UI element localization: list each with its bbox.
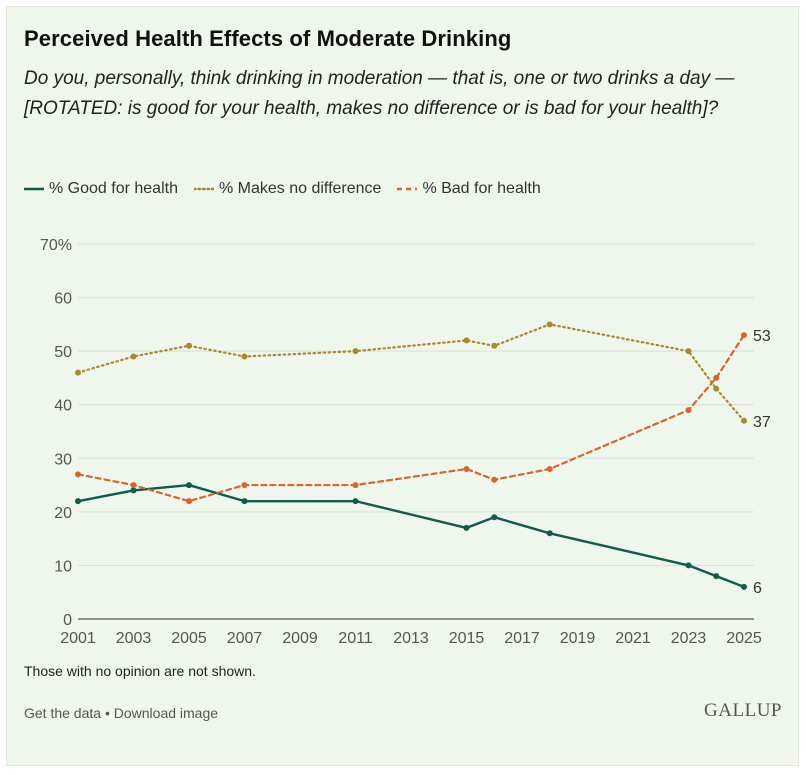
series-line-bad <box>76 333 746 503</box>
data-point-nodiff-2003 <box>130 353 137 360</box>
data-point-good-2011 <box>352 498 359 505</box>
x-tick-label-2011: 2011 <box>338 630 373 647</box>
end-label-bad: 53 <box>753 328 771 345</box>
data-point-bad-2023 <box>685 407 692 414</box>
data-point-bad-2018 <box>546 466 553 472</box>
data-point-good-2005 <box>186 482 192 489</box>
data-point-bad-2015 <box>463 466 470 472</box>
data-point-good-2024 <box>713 573 720 580</box>
x-tick-label-2007: 2007 <box>227 630 263 647</box>
data-point-nodiff-2023 <box>685 348 692 355</box>
end-label-good: 6 <box>753 580 762 597</box>
legend-item-good: % Good for health <box>24 180 178 198</box>
footer-links: Get the data • Download image <box>24 705 218 721</box>
y-tick-label-70: 70% <box>40 237 72 254</box>
chart-note: Those with no opinion are not shown. <box>24 663 256 679</box>
y-tick-label-10: 10 <box>54 558 72 575</box>
series-layer: 6 37 53 <box>75 321 771 597</box>
y-tick-label-0: 0 <box>63 612 72 629</box>
data-point-bad-2024 <box>713 374 720 381</box>
y-tick-label-50: 50 <box>54 344 72 361</box>
series-line-nodiff <box>76 323 746 422</box>
legend-label-nodiff: % Makes no difference <box>218 180 382 197</box>
chart-subtitle: Do you, personally, think drinking in mo… <box>24 68 735 119</box>
data-point-good-2023 <box>685 562 692 569</box>
chart-title: Perceived Health Effects of Moderate Dri… <box>24 26 512 51</box>
data-point-good-2001 <box>75 498 81 505</box>
legend-item-nodiff: % Makes no difference <box>193 180 382 198</box>
x-tick-label-2001: 2001 <box>60 630 96 647</box>
y-tick-label-60: 60 <box>54 291 72 308</box>
data-point-bad-2001 <box>75 471 81 478</box>
chart-legend: % Good for health % Makes no difference … <box>24 180 557 198</box>
data-point-nodiff-2001 <box>75 369 81 376</box>
axis-layer: 0 10 20 30 40 50 60 70% 2001 2003 2005 2007 2009 2011… <box>40 237 762 647</box>
data-point-bad-2007 <box>241 482 248 489</box>
legend-swatch-good <box>24 187 44 191</box>
data-point-bad-2025 <box>741 332 747 339</box>
x-tick-label-2009: 2009 <box>282 630 318 647</box>
x-tick-label-2025: 2025 <box>726 630 762 647</box>
line-chart: 0 10 20 30 40 50 60 70% 2001 2003 2005 2007 2009 2011… <box>40 237 771 647</box>
data-point-good-2003 <box>130 487 137 494</box>
data-point-nodiff-2024 <box>713 385 720 392</box>
data-point-good-2025 <box>741 583 747 590</box>
data-point-nodiff-2025 <box>741 417 747 424</box>
x-tick-label-2003: 2003 <box>116 630 152 647</box>
x-tick-label-2005: 2005 <box>171 630 207 647</box>
x-tick-label-2019: 2019 <box>560 630 596 647</box>
chart-card <box>6 6 799 766</box>
x-tick-label-2017: 2017 <box>504 630 540 647</box>
footer-separator: • <box>101 705 114 721</box>
download-image-link[interactable]: Download image <box>113 705 219 721</box>
data-point-bad-2011 <box>352 482 359 489</box>
data-point-nodiff-2016 <box>491 342 498 349</box>
x-tick-label-2013: 2013 <box>393 630 429 647</box>
gallup-logo: GALLUP <box>704 700 782 721</box>
data-point-good-2018 <box>546 530 553 537</box>
data-point-nodiff-2018 <box>546 321 553 328</box>
data-point-good-2007 <box>241 498 248 505</box>
y-tick-label-40: 40 <box>54 398 72 415</box>
series-line-good <box>76 483 746 589</box>
x-tick-label-2021: 2021 <box>615 630 651 647</box>
data-point-bad-2005 <box>186 498 192 505</box>
data-point-bad-2016 <box>491 476 498 483</box>
data-point-good-2016 <box>491 514 498 521</box>
y-tick-label-30: 30 <box>54 451 72 468</box>
grid-layer <box>78 243 754 566</box>
data-point-nodiff-2015 <box>463 337 470 344</box>
legend-label-good: % Good for health <box>49 180 178 197</box>
data-point-nodiff-2007 <box>241 353 248 360</box>
legend-label-bad: % Bad for health <box>422 180 541 197</box>
x-tick-label-2023: 2023 <box>671 630 707 647</box>
legend-swatch-bad <box>397 187 418 191</box>
x-tick-label-2015: 2015 <box>449 630 485 647</box>
end-label-nodiff: 37 <box>753 414 771 431</box>
data-point-good-2015 <box>463 524 470 531</box>
y-tick-label-20: 20 <box>54 505 72 522</box>
get-data-link[interactable]: Get the data <box>24 705 102 721</box>
data-point-bad-2003 <box>130 482 137 489</box>
legend-swatch-nodiff <box>193 187 214 191</box>
data-point-nodiff-2011 <box>352 348 359 355</box>
data-point-nodiff-2005 <box>186 342 192 349</box>
legend-item-bad: % Bad for health <box>397 180 541 198</box>
